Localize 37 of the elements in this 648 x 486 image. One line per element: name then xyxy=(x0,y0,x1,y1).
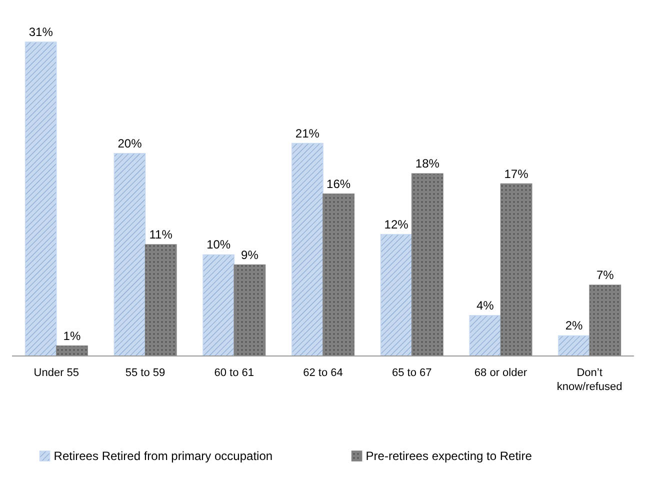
x-tick-label: 55 to 59 xyxy=(125,367,166,379)
bar xyxy=(322,194,354,356)
data-label: 7% xyxy=(596,268,614,282)
data-label: 16% xyxy=(326,176,351,191)
legend-label: Retirees Retired from primary occupation xyxy=(54,449,273,463)
bar xyxy=(202,254,235,356)
legend-label: Pre-retirees expecting to Retire xyxy=(366,449,532,463)
data-label: 9% xyxy=(241,248,259,262)
bar xyxy=(380,234,412,356)
x-tick-label: Under 55 xyxy=(34,367,80,379)
bar xyxy=(114,153,146,356)
data-label: 2% xyxy=(565,318,584,333)
data-label: 20% xyxy=(118,136,142,150)
data-label: 4% xyxy=(476,298,494,312)
x-tick-label: Don’t know/refused xyxy=(556,367,622,393)
x-tick-label: 65 to 67 xyxy=(392,367,432,379)
bar xyxy=(469,315,502,356)
bar xyxy=(144,244,177,356)
data-label: 10% xyxy=(206,238,231,252)
bar xyxy=(24,42,57,356)
bar xyxy=(292,142,324,356)
bar xyxy=(56,345,88,356)
bar xyxy=(411,173,444,356)
x-tick-label: 68 or older xyxy=(474,367,528,379)
bar xyxy=(558,335,590,356)
data-label: 17% xyxy=(504,166,529,181)
bar xyxy=(589,284,622,356)
bar xyxy=(234,264,266,356)
x-tick-label: 60 to 61 xyxy=(214,367,254,379)
data-label: 31% xyxy=(28,25,54,39)
data-label: 12% xyxy=(384,217,409,232)
bar xyxy=(500,183,532,356)
data-label: 18% xyxy=(415,156,440,171)
data-label: 11% xyxy=(149,228,173,242)
data-label: 1% xyxy=(63,328,81,343)
x-tick-label: 62 to 64 xyxy=(303,367,343,379)
data-label: 21% xyxy=(295,126,320,140)
